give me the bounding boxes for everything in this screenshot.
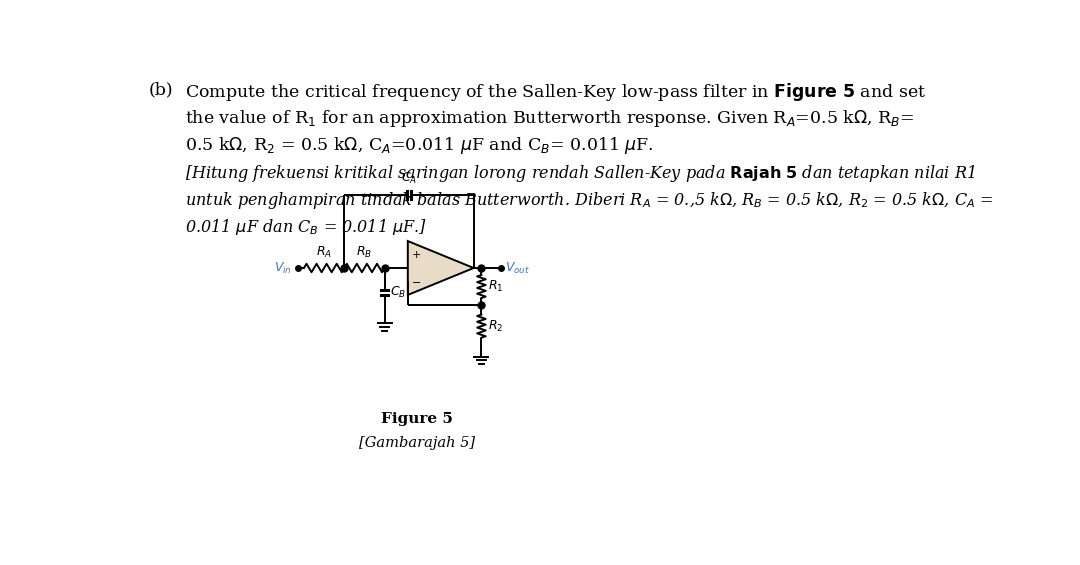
Text: Figure 5: Figure 5 xyxy=(381,412,453,426)
Text: (b): (b) xyxy=(149,81,174,98)
Text: $V_{in}$: $V_{in}$ xyxy=(274,260,293,276)
Text: [Gambarajah 5]: [Gambarajah 5] xyxy=(359,436,475,450)
Text: $R_A$: $R_A$ xyxy=(316,245,333,260)
Text: [Hitung frekuensi kritikal saringan lorong rendah Sallen-Key pada $\bf{Rajah\ 5}: [Hitung frekuensi kritikal saringan loro… xyxy=(186,163,975,184)
Text: $C_A$: $C_A$ xyxy=(401,171,417,186)
Text: $V_{out}$: $V_{out}$ xyxy=(505,260,530,276)
Text: +: + xyxy=(411,250,421,259)
Text: Compute the critical frequency of the Sallen-Key low-pass filter in $\bf{Figure\: Compute the critical frequency of the Sa… xyxy=(186,81,927,103)
Polygon shape xyxy=(408,241,474,295)
Text: $R_B$: $R_B$ xyxy=(356,245,373,260)
Text: 0.011 $\mu$F dan C$_B$ = 0.011 $\mu$F.]: 0.011 $\mu$F dan C$_B$ = 0.011 $\mu$F.] xyxy=(186,217,428,237)
Text: $R_2$: $R_2$ xyxy=(488,319,503,334)
Text: $-$: $-$ xyxy=(411,276,421,286)
Text: $R_1$: $R_1$ xyxy=(488,279,503,294)
Text: the value of R$_1$ for an approximation Butterworth response. Given R$_A$=0.5 k$: the value of R$_1$ for an approximation … xyxy=(186,108,915,129)
Text: 0.5 k$\Omega$, R$_2$ = 0.5 k$\Omega$, C$_A$=0.011 $\mu$F and C$_B$= 0.011 $\mu$F: 0.5 k$\Omega$, R$_2$ = 0.5 k$\Omega$, C$… xyxy=(186,135,654,156)
Text: untuk penghampiran tindak balas Butterworth. Diberi R$_A$ = 0.,5 k$\Omega$, R$_B: untuk penghampiran tindak balas Butterwo… xyxy=(186,190,994,211)
Text: $C_B$: $C_B$ xyxy=(390,285,406,300)
